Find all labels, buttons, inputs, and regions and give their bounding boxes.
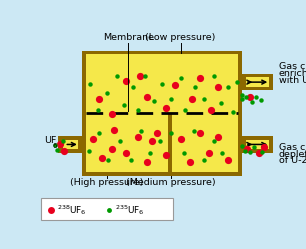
Text: with U-235: with U-235	[279, 76, 306, 85]
Text: of U-235: of U-235	[279, 156, 306, 165]
Text: Gas current: Gas current	[279, 62, 306, 71]
Text: Membrane: Membrane	[103, 33, 154, 42]
Text: Gas current: Gas current	[279, 143, 306, 152]
Bar	[246, 77, 269, 87]
Text: UF: UF	[44, 136, 56, 145]
Text: $\mathregular{^{235}}$UF$\mathregular{_6}$: $\mathregular{^{235}}$UF$\mathregular{_6…	[115, 203, 145, 217]
Text: 6: 6	[53, 143, 57, 149]
Text: (Medium pressure): (Medium pressure)	[126, 179, 216, 187]
Bar	[41, 198, 174, 220]
Text: (High pressure): (High pressure)	[70, 179, 144, 187]
Bar	[63, 140, 78, 149]
Bar	[242, 136, 273, 153]
Bar	[168, 113, 172, 172]
Bar	[246, 140, 269, 149]
Text: enriched: enriched	[279, 69, 306, 78]
Bar	[86, 55, 238, 172]
Bar	[242, 74, 273, 90]
Text: depleted: depleted	[279, 150, 306, 159]
Text: (Low pressure): (Low pressure)	[145, 33, 216, 42]
Bar	[58, 136, 82, 153]
Bar	[82, 51, 242, 176]
Text: $\mathregular{^{238}}$UF$\mathregular{_6}$: $\mathregular{^{238}}$UF$\mathregular{_6…	[57, 203, 87, 217]
